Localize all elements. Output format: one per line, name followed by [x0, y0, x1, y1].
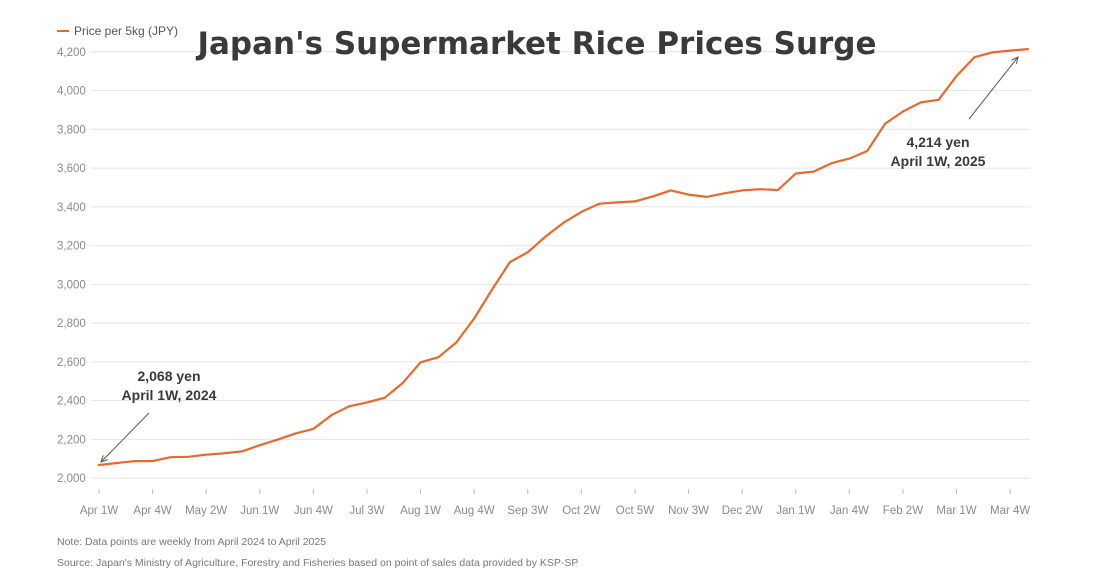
- legend-label: Price per 5kg (JPY): [74, 24, 178, 38]
- x-axis-ticks: Apr 1W Apr 4W May 2W Jun 1W Jun 4W Jul 3W Aug …: [80, 489, 1030, 517]
- y-tick-label: 2,200: [57, 434, 86, 446]
- y-tick-label: 3,000: [57, 279, 86, 291]
- annotation-arrow-start: [100, 412, 150, 463]
- x-tick-label: Feb 2W: [883, 505, 923, 517]
- x-tick-label: Jun 4W: [294, 505, 333, 517]
- gridlines: [91, 51, 1030, 479]
- x-tick-label: Dec 2W: [722, 505, 763, 517]
- y-tick-label: 2,400: [57, 396, 86, 408]
- x-tick-label: Sep 3W: [507, 505, 548, 517]
- x-tick-label: Mar 1W: [936, 505, 976, 517]
- x-tick-label: Apr 4W: [133, 505, 171, 517]
- annotation-end-date: April 1W, 2025: [891, 153, 986, 169]
- y-tick-label: 2,800: [57, 318, 86, 330]
- annotation-start-value: 2,068 yen: [137, 368, 200, 384]
- y-tick-label: 3,800: [57, 124, 86, 136]
- x-tick-label: Jan 1W: [776, 505, 815, 517]
- x-tick-label: Oct 2W: [562, 505, 600, 517]
- annotation-end-value: 4,214 yen: [906, 134, 969, 150]
- series-layer: [97, 47, 1030, 467]
- y-tick-label: 4,200: [57, 47, 86, 59]
- chart-note: Note: Data points are weekly from April …: [57, 536, 326, 548]
- y-tick-label: 3,200: [57, 241, 86, 253]
- chart-title: Japan's Supermarket Rice Prices Surge: [195, 26, 876, 62]
- annotation-arrow-end-head: [1011, 56, 1019, 65]
- x-tick-label: Oct 5W: [616, 505, 654, 517]
- legend: Price per 5kg (JPY): [57, 24, 178, 38]
- y-tick-label: 3,400: [57, 202, 86, 214]
- y-axis-ticks: 2,000 2,200 2,400 2,600 2,800 3,000 3,200 3,400…: [57, 47, 86, 485]
- y-tick-label: 4,000: [57, 86, 86, 98]
- annotation-arrow-start-head: [100, 455, 108, 463]
- x-tick-label: Jul 3W: [349, 505, 384, 517]
- y-tick-label: 3,600: [57, 163, 86, 175]
- annotations: 2,068 yen April 1W, 2024 4,214 yen April 1W…: [100, 56, 1019, 463]
- price-series-line: [97, 47, 1030, 467]
- chart-source: Source: Japan's Ministry of Agriculture,…: [57, 557, 578, 569]
- x-tick-label: Nov 3W: [668, 505, 709, 517]
- x-tick-label: Apr 1W: [80, 505, 118, 517]
- y-tick-label: 2,000: [57, 473, 86, 485]
- x-tick-label: Jan 4W: [830, 505, 869, 517]
- x-tick-label: May 2W: [185, 505, 227, 517]
- y-tick-label: 2,600: [57, 357, 86, 369]
- annotation-start-date: April 1W, 2024: [122, 387, 217, 403]
- annotation-arrow-end: [968, 56, 1019, 120]
- x-tick-label: Aug 4W: [454, 505, 495, 517]
- x-tick-label: Mar 4W: [990, 505, 1030, 517]
- x-tick-label: Aug 1W: [400, 505, 441, 517]
- x-tick-label: Jun 1W: [240, 505, 279, 517]
